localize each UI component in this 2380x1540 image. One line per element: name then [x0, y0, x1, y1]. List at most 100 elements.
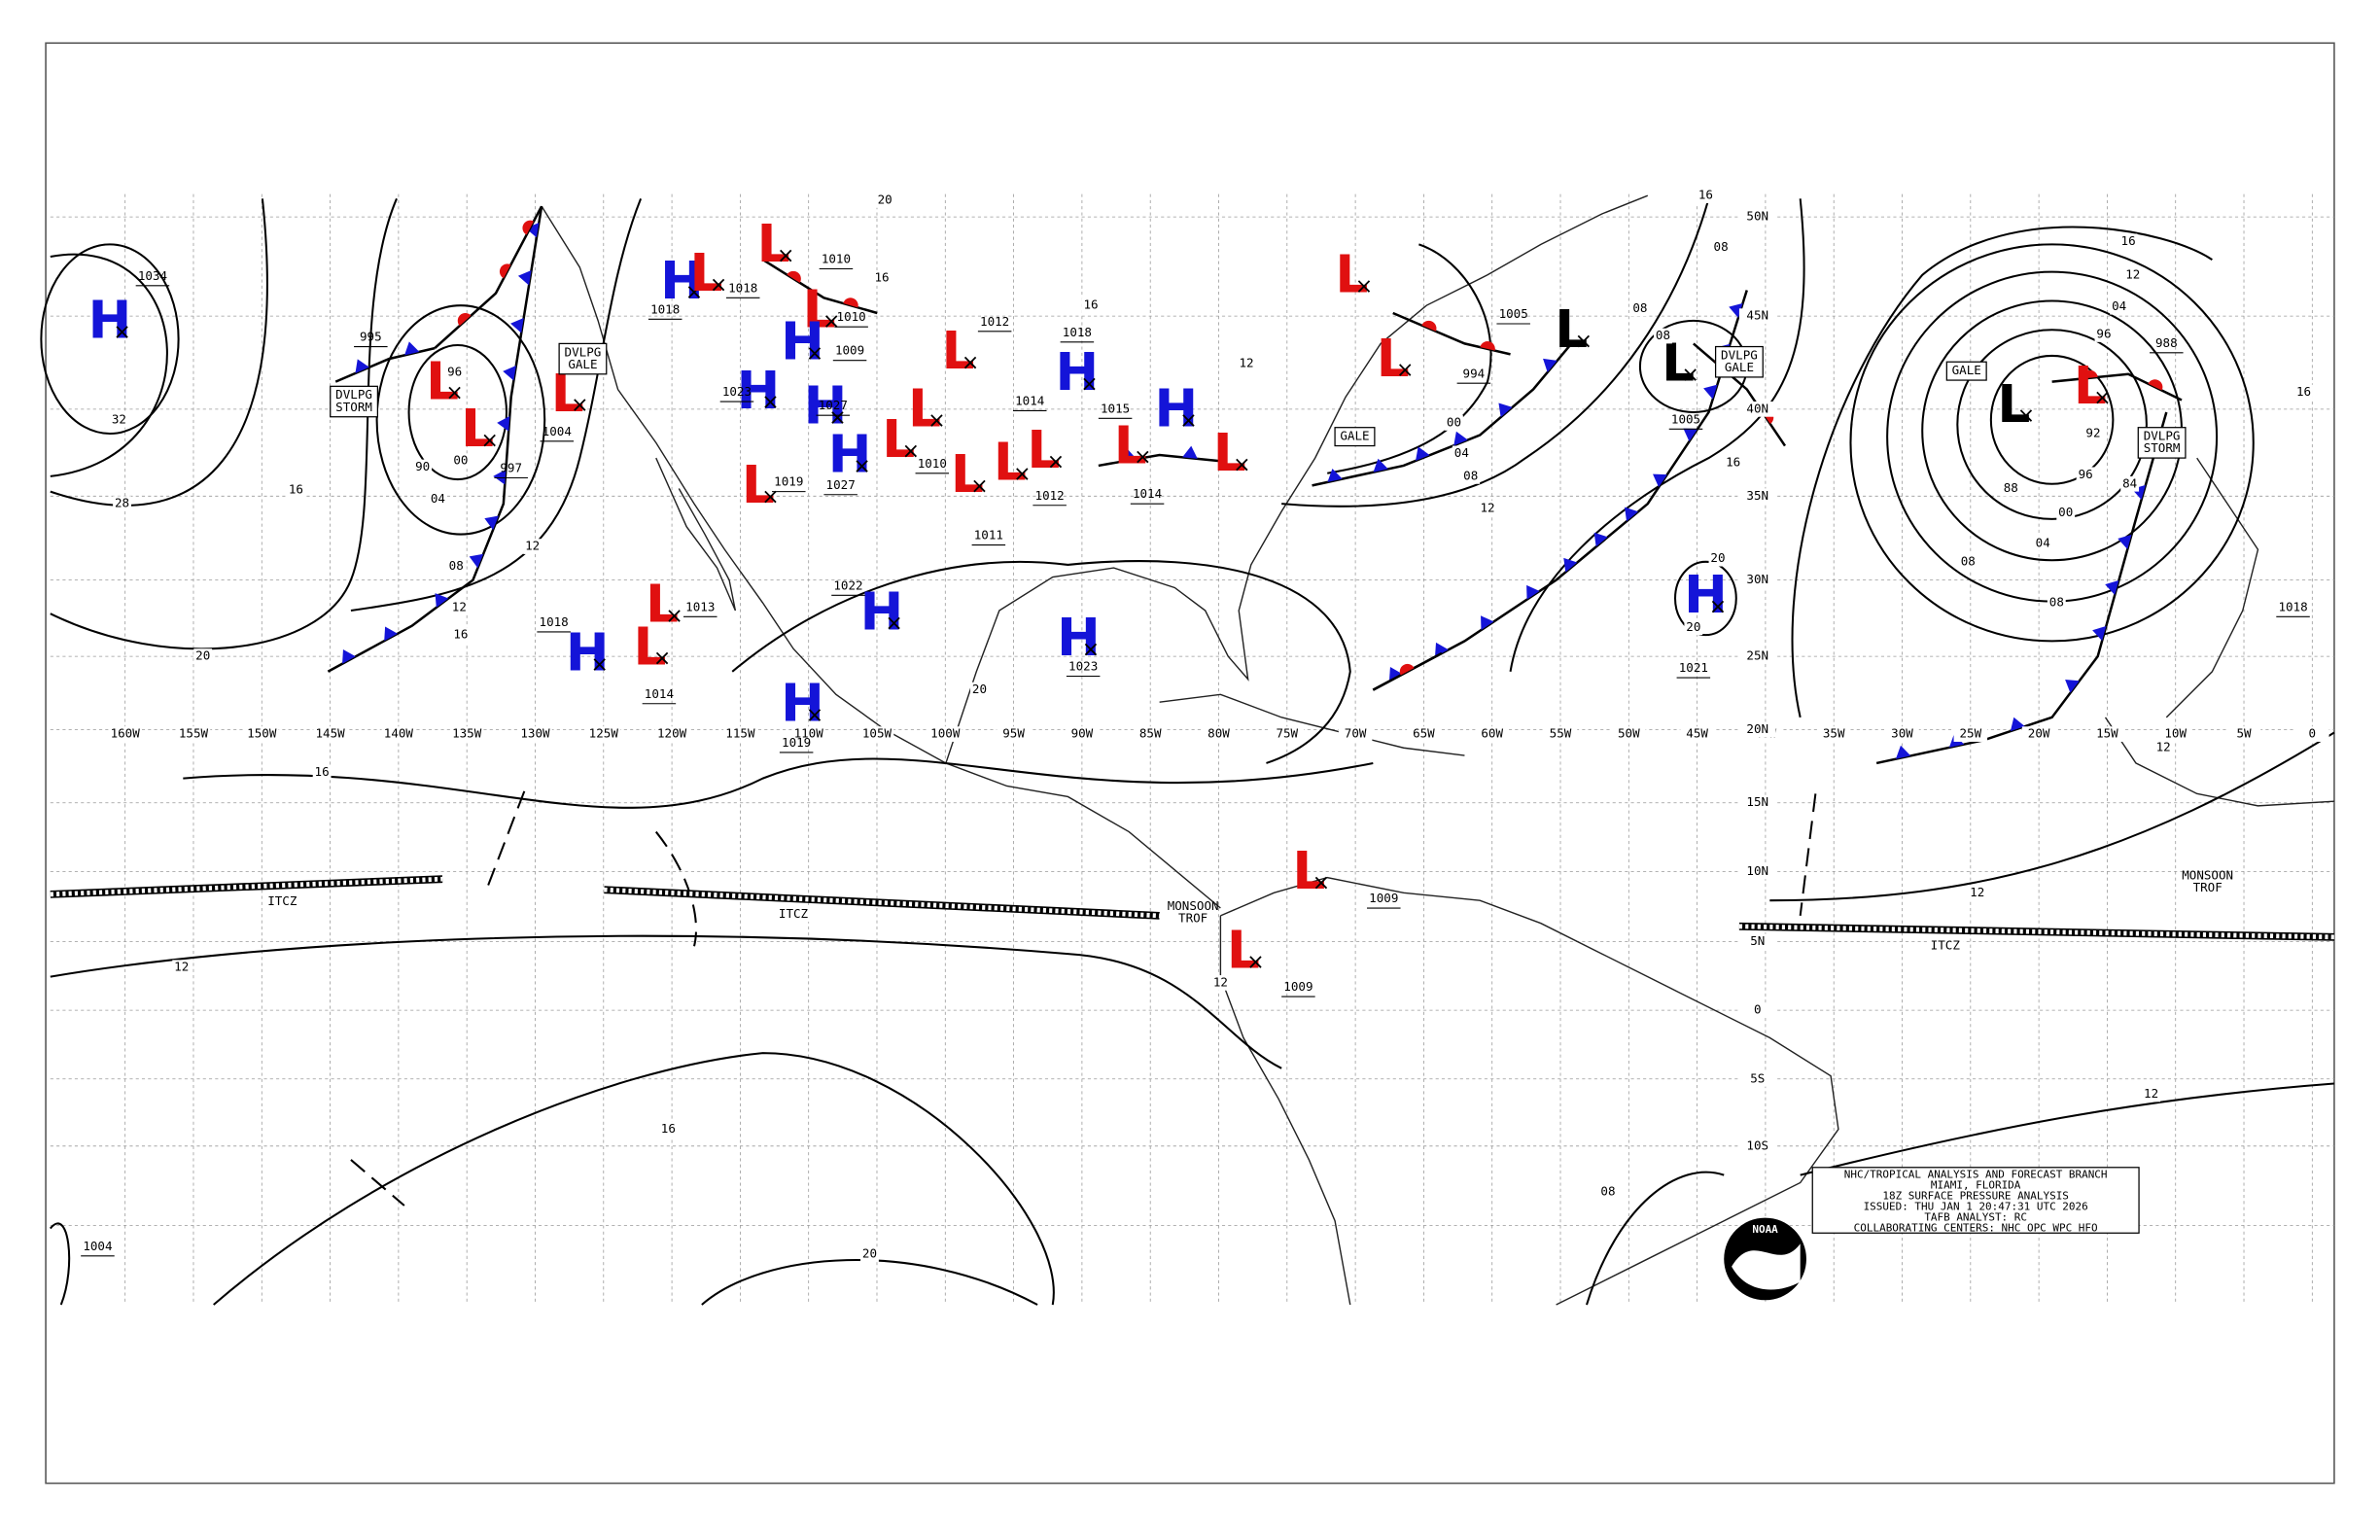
feature-label: TROF — [1178, 910, 1208, 925]
trough — [1799, 793, 1817, 916]
lon-label-bg — [654, 726, 689, 742]
isobar — [213, 1052, 1055, 1306]
isobar-label-bg — [2056, 505, 2076, 521]
warm-front-pip — [787, 270, 801, 283]
center-x: × — [970, 474, 988, 499]
isobar — [49, 1222, 71, 1306]
longitude-label: 70W — [1345, 726, 1367, 741]
isobar — [50, 198, 268, 507]
front-line — [327, 205, 543, 673]
longitude-label: 100W — [930, 726, 961, 741]
center-pressure: 1014 — [1133, 486, 1162, 501]
longitude-label: 45W — [1686, 726, 1708, 741]
cold-front-pip — [1327, 468, 1343, 482]
warm-front-pip — [457, 313, 472, 327]
longitude-label: 5W — [2236, 726, 2252, 741]
front-line — [1693, 342, 1787, 447]
front-line — [1312, 342, 1573, 487]
warm-front-pip — [2148, 379, 2163, 391]
center-pressure: 1019 — [782, 735, 811, 750]
isobar-label: 96 — [2079, 467, 2093, 481]
isobar-label-bg — [523, 539, 542, 554]
coastline — [541, 205, 1221, 909]
center-x: × — [962, 351, 979, 375]
lat-label-bg — [1738, 308, 1776, 324]
center-pressure: 1018 — [1063, 325, 1092, 339]
itcz-label-bg — [263, 893, 301, 910]
warm-front-pip — [843, 298, 858, 308]
cold-front-pip — [384, 626, 399, 642]
isobar-label-bg — [2123, 266, 2143, 283]
longitude-label: 150W — [247, 726, 277, 741]
warm-front-pip — [1421, 320, 1437, 332]
isobar-label: 16 — [453, 627, 468, 642]
isobar-label-bg — [860, 1246, 879, 1263]
center-x: × — [591, 653, 609, 678]
pressure-center-symbol: L — [951, 443, 984, 505]
feature-box — [1714, 345, 1764, 378]
isobar-label-bg — [872, 270, 892, 286]
isobar — [1281, 198, 1710, 508]
latitude-label: 5N — [1750, 933, 1765, 948]
pressure-center-symbol: L — [461, 398, 494, 459]
center-pressure: 1027 — [819, 398, 848, 412]
center-x: × — [113, 320, 130, 344]
lon-label-bg — [518, 726, 552, 742]
isobar — [1673, 560, 1737, 637]
longitude-label: 35W — [1823, 726, 1845, 741]
lon-label-bg — [1885, 726, 1919, 742]
isobar — [1327, 243, 1492, 474]
center-x: × — [1682, 363, 1699, 387]
lon-label-bg — [1953, 726, 1988, 742]
center-pressure: 1009 — [835, 343, 864, 358]
isobar-label: 08 — [1656, 328, 1670, 342]
pressure-center-symbol: H — [737, 360, 781, 421]
warm-front-pip — [522, 220, 534, 235]
isobar-label: 12 — [1240, 355, 1254, 369]
isobar-label: 12 — [452, 599, 467, 613]
isobar-label: 08 — [1463, 468, 1478, 482]
coastline — [945, 194, 1649, 764]
pressure-center-symbol: H — [1057, 607, 1101, 668]
pressure-center-symbol: L — [908, 378, 941, 439]
feature-label: DVLPG — [2144, 429, 2181, 443]
labels: 160W 155W 150W 145W 140W 135W 130W 125W 120W 115W… — [81, 188, 2329, 1263]
feature-label: TROF — [2193, 880, 2222, 894]
isobar-label-bg — [1445, 415, 1463, 431]
lon-label-bg — [1816, 726, 1851, 742]
isobar-label: 16 — [1698, 188, 1713, 202]
front-line — [1875, 411, 2168, 765]
pressure-center-symbol: L — [803, 279, 836, 340]
isobar-label-bg — [1696, 188, 1715, 204]
center-x: × — [853, 455, 870, 479]
isobar-label-bg — [1724, 454, 1743, 471]
isobar-label-bg — [2120, 475, 2140, 492]
isobar — [1791, 226, 2213, 718]
lon-label-bg — [1475, 726, 1509, 742]
longitude-label: 90W — [1071, 726, 1094, 741]
isobar — [50, 934, 1282, 1069]
isobar-label: 20 — [878, 192, 892, 206]
center-x: × — [761, 391, 779, 415]
cold-front-pip — [1593, 532, 1608, 547]
cold-front-pip — [1182, 445, 1198, 459]
isobar-label: 08 — [1714, 239, 1729, 254]
feature-box — [2137, 427, 2187, 459]
lon-label-bg — [108, 726, 142, 742]
cold-front-pip — [1416, 446, 1430, 462]
center-x: × — [1709, 595, 1727, 619]
isobar-label-bg — [658, 1121, 678, 1138]
isobar-label: 16 — [315, 764, 330, 779]
center-pressure: 1018 — [540, 614, 569, 629]
isobar-label-bg — [113, 496, 131, 512]
isobar-label-bg — [451, 627, 471, 643]
isobar-label: 32 — [112, 411, 126, 426]
lon-label-bg — [245, 726, 279, 742]
pressure-center-symbol: L — [994, 432, 1027, 493]
isobar-label-bg — [287, 482, 305, 498]
longitude-label: 50W — [1618, 726, 1640, 741]
front-line — [2051, 372, 2183, 402]
lat-label-bg — [1738, 648, 1776, 664]
isobar-label-bg — [172, 960, 192, 976]
